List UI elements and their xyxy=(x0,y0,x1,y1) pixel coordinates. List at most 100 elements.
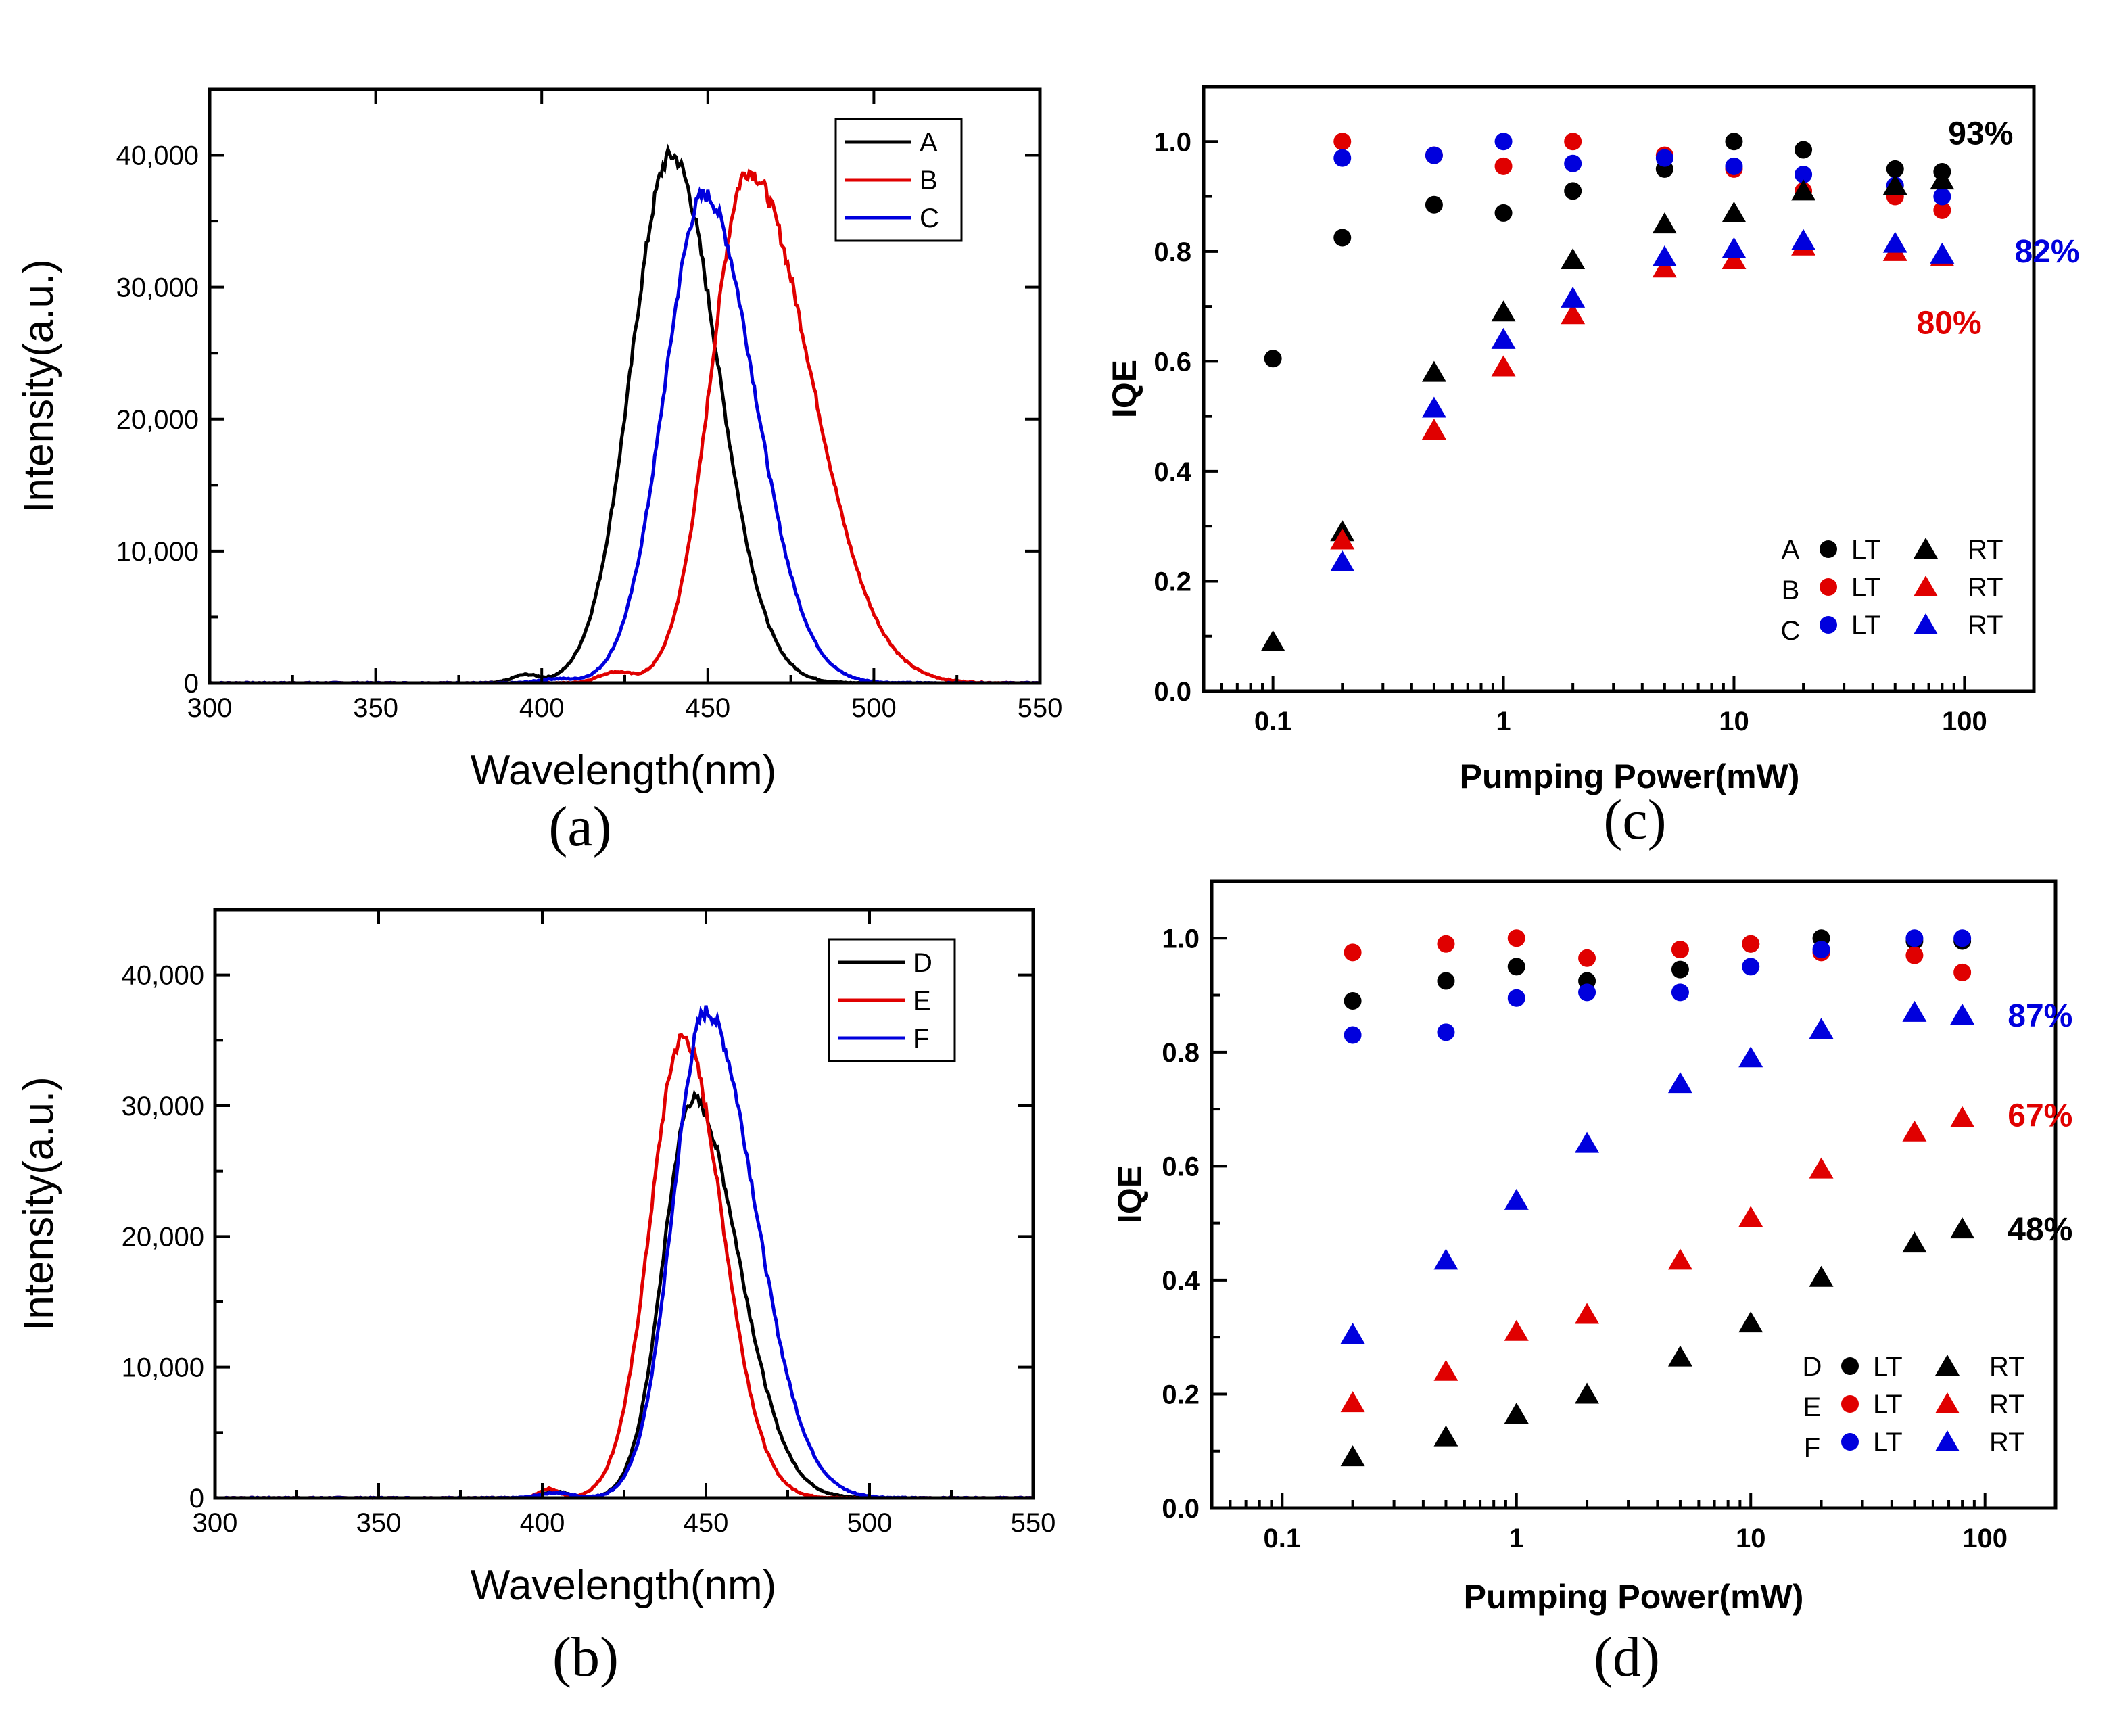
rt-point-D xyxy=(1950,1217,1975,1239)
rt-point-A xyxy=(1561,248,1586,270)
legend-sample-B: B xyxy=(1782,576,1800,605)
legend-sample-F: F xyxy=(1804,1433,1820,1463)
x-tick-label: 400 xyxy=(520,1508,565,1538)
y-tick-label: 0.2 xyxy=(1154,567,1191,596)
y-tick-label: 0.0 xyxy=(1154,677,1191,707)
x-tick-label: 450 xyxy=(685,693,730,723)
rt-point-E xyxy=(1340,1391,1365,1413)
rt-point-F xyxy=(1738,1046,1763,1068)
rt-point-C xyxy=(1930,242,1955,264)
rt-point-D xyxy=(1667,1345,1692,1367)
y-axis-title: Intensity(a.u.) xyxy=(16,1077,62,1331)
lt-point-F xyxy=(1507,989,1525,1007)
legend-label-D: D xyxy=(913,948,932,978)
y-tick-label: 0.4 xyxy=(1154,457,1191,487)
legend-lt-label: LT xyxy=(1851,611,1881,640)
x-tick-label: 350 xyxy=(356,1508,402,1538)
rt-point-D xyxy=(1340,1445,1365,1467)
plot-frame xyxy=(1202,85,2036,693)
x-tick-label: 10 xyxy=(1736,1524,1766,1553)
lt-point-B xyxy=(1933,201,1951,219)
rt-point-A xyxy=(1722,201,1747,222)
x-tick-label: 100 xyxy=(1962,1524,2008,1553)
rt-point-A xyxy=(1652,212,1677,234)
y-tick-label: 0 xyxy=(189,1484,204,1514)
lt-point-A xyxy=(1725,133,1743,151)
rt-point-A xyxy=(1791,179,1816,201)
rt-point-B xyxy=(1421,418,1446,440)
panel-caption: (b) xyxy=(552,1626,619,1689)
y-tick-label: 1.0 xyxy=(1154,127,1191,157)
x-axis-title: Pumping Power(mW) xyxy=(1460,757,1800,795)
y-tick-label: 20,000 xyxy=(116,405,199,435)
rt-point-E xyxy=(1433,1359,1458,1381)
rt-point-E xyxy=(1504,1319,1529,1341)
panel-d: 0.1 1 10 100 0.0 0.2 0.4 0.6 0.8 1.0 87% 67% 48% D LT R… xyxy=(1111,879,2072,1689)
percent-label: 67% xyxy=(2008,1098,2072,1133)
rt-point-B xyxy=(1330,528,1355,550)
y-tick-label: 0.8 xyxy=(1162,1038,1200,1068)
percent-label: 82% xyxy=(2015,234,2080,270)
lt-point-E xyxy=(1742,935,1760,953)
lt-point-F xyxy=(1437,1023,1455,1041)
legend-rt-marker-F xyxy=(1935,1430,1960,1451)
lt-point-C xyxy=(1795,166,1813,184)
rt-point-B xyxy=(1722,248,1747,270)
panel-a: 300 350 400 450 500 550 0 10,000 20,000 30,000 40,… xyxy=(16,87,1063,858)
x-tick-label: 550 xyxy=(1011,1508,1056,1538)
rt-point-C xyxy=(1722,237,1747,258)
percent-label: 93% xyxy=(1948,116,2013,151)
lt-point-D xyxy=(1437,972,1455,990)
legend-rt-marker-B xyxy=(1914,576,1938,596)
y-tick-label: 10,000 xyxy=(116,537,199,567)
lt-point-A xyxy=(1494,204,1513,222)
lt-point-F xyxy=(1812,941,1830,959)
rt-point-F xyxy=(1902,1000,1927,1022)
rt-point-F xyxy=(1433,1248,1458,1270)
x-tick-label: 550 xyxy=(1018,693,1063,723)
rt-point-B xyxy=(1652,256,1677,278)
rt-point-F xyxy=(1504,1188,1529,1210)
legend-rt-label: RT xyxy=(1989,1390,2025,1420)
rt-point-F xyxy=(1575,1131,1600,1153)
x-tick-label: 1 xyxy=(1509,1524,1524,1553)
y-tick-label: 30,000 xyxy=(122,1092,204,1121)
rt-point-A xyxy=(1930,168,1955,190)
legend-label-E: E xyxy=(913,986,931,1016)
y-tick-label: 40,000 xyxy=(116,141,199,171)
legend-label-F: F xyxy=(913,1024,929,1054)
y-tick-label: 0.8 xyxy=(1154,237,1191,267)
y-tick-label: 0.2 xyxy=(1162,1380,1200,1409)
lt-point-D xyxy=(1671,960,1689,979)
legend-rt-label: RT xyxy=(1968,611,2003,640)
x-tick-label: 300 xyxy=(187,693,233,723)
legend-rt-label: RT xyxy=(1989,1352,2025,1382)
rt-point-F xyxy=(1340,1322,1365,1344)
legend-sample-E: E xyxy=(1803,1392,1822,1422)
lt-point-B xyxy=(1494,157,1513,175)
y-tick-label: 0.6 xyxy=(1162,1152,1200,1181)
x-axis-title: Wavelength(nm) xyxy=(471,747,777,794)
rt-point-D xyxy=(1575,1382,1600,1404)
percent-label: 48% xyxy=(2008,1212,2072,1248)
legend-lt-marker-E xyxy=(1841,1395,1859,1413)
x-tick-label: 450 xyxy=(684,1508,729,1538)
rt-point-E xyxy=(1950,1106,1975,1127)
rt-point-C xyxy=(1421,396,1446,418)
lt-point-E xyxy=(1905,946,1924,964)
rt-point-A xyxy=(1882,174,1907,195)
series-line-D xyxy=(214,1089,1033,1500)
lt-point-E xyxy=(1437,935,1455,953)
x-axis-title: Wavelength(nm) xyxy=(471,1562,777,1609)
lt-point-F xyxy=(1905,929,1924,947)
lt-point-A xyxy=(1795,141,1813,159)
legend-label-B: B xyxy=(920,166,938,195)
legend-lt-marker-D xyxy=(1841,1357,1859,1375)
rt-point-A xyxy=(1260,630,1285,651)
lt-point-C xyxy=(1933,187,1951,206)
y-tick-label: 30,000 xyxy=(116,273,199,303)
lt-point-C xyxy=(1425,146,1443,164)
legend-label-C: C xyxy=(920,204,939,233)
rt-point-A xyxy=(1421,360,1446,382)
